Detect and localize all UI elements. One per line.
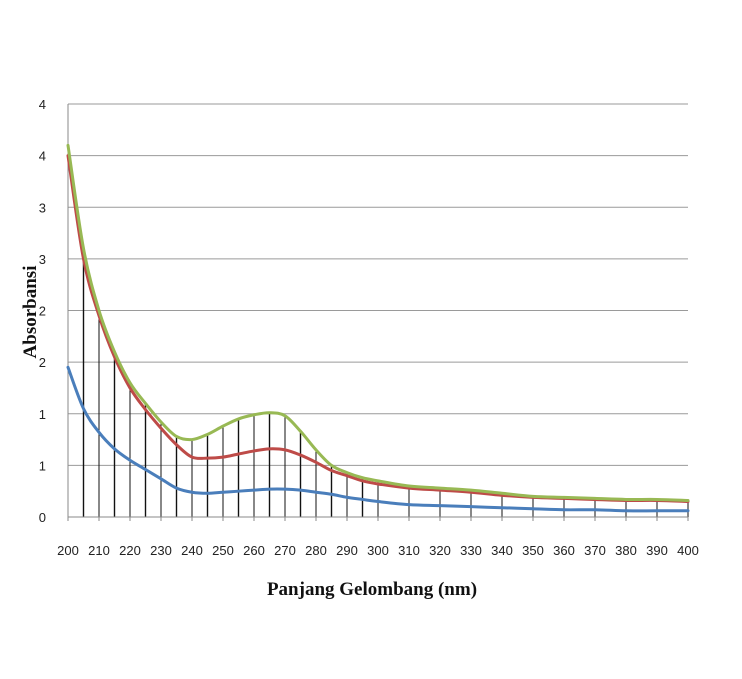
x-tick-label: 240 <box>181 543 203 558</box>
y-tick-label: 4 <box>39 97 46 112</box>
x-tick-label: 330 <box>460 543 482 558</box>
y-tick-label: 4 <box>39 149 46 164</box>
x-tick-label: 270 <box>274 543 296 558</box>
series-line-1 <box>66 365 690 513</box>
axes <box>67 104 689 521</box>
x-tick-label: 220 <box>119 543 141 558</box>
series-line-3 <box>66 143 690 502</box>
y-tick-label: 2 <box>39 304 46 319</box>
x-tick-label: 210 <box>88 543 110 558</box>
x-axis-title: Panjang Gelombang (nm) <box>267 579 477 600</box>
y-tick-label: 1 <box>39 458 46 473</box>
x-tick-label: 290 <box>336 543 358 558</box>
x-tick-label: 340 <box>491 543 513 558</box>
y-tick-label: 3 <box>39 252 46 267</box>
y-tick-label: 1 <box>39 407 46 422</box>
x-tick-label: 280 <box>305 543 327 558</box>
x-tick-label: 260 <box>243 543 265 558</box>
y-tick-labels: 0 1 1 2 2 3 3 4 4 <box>39 97 46 525</box>
drop-lines <box>67 145 689 517</box>
y-tick-label: 3 <box>39 200 46 215</box>
x-tick-label: 360 <box>553 543 575 558</box>
y-tick-label: 0 <box>39 510 46 525</box>
x-tick-label: 350 <box>522 543 544 558</box>
series-lines <box>66 143 690 513</box>
x-tick-label: 390 <box>646 543 668 558</box>
x-tick-label: 400 <box>677 543 699 558</box>
x-tick-label: 300 <box>367 543 389 558</box>
x-tick-labels: 200 210 220 230 240 250 260 270 280 290 300 310 320 3… <box>57 543 699 558</box>
x-tick-label: 380 <box>615 543 637 558</box>
x-tick-label: 230 <box>150 543 172 558</box>
x-tick-label: 320 <box>429 543 451 558</box>
gridlines <box>68 103 688 466</box>
x-tick-label: 250 <box>212 543 234 558</box>
x-tick-label: 370 <box>584 543 606 558</box>
y-axis-title: Absorbansi <box>20 266 41 359</box>
y-tick-label: 2 <box>39 355 46 370</box>
x-tick-label: 310 <box>398 543 420 558</box>
x-tick-label: 200 <box>57 543 79 558</box>
